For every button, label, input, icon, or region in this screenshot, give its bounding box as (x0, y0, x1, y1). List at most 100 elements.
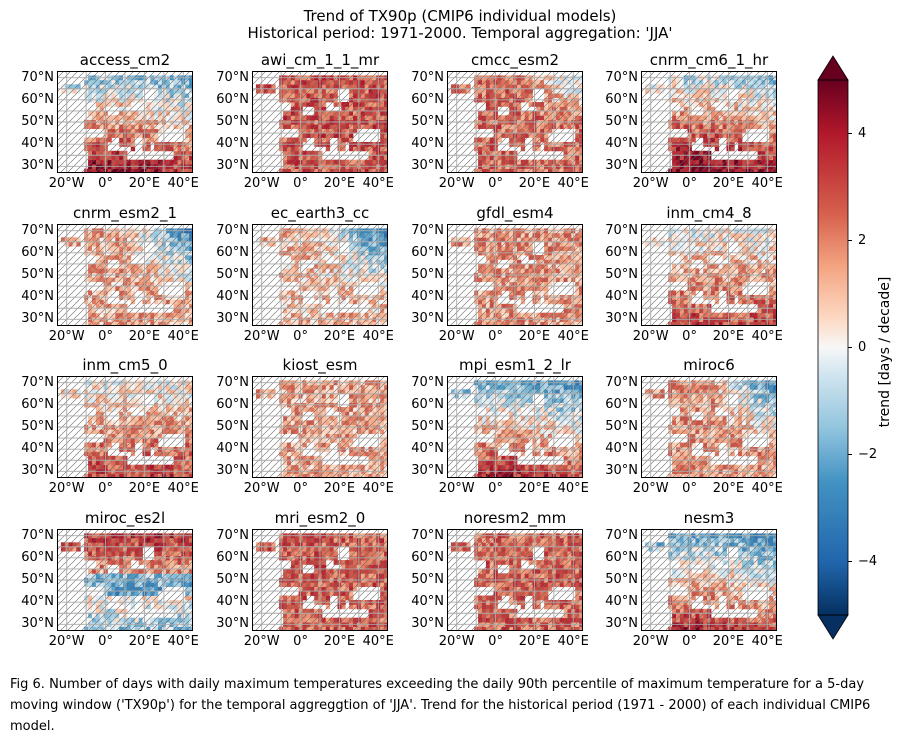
map-panel-cmcc_esm2 (447, 71, 583, 173)
map-frame (447, 224, 583, 326)
map-panel-cnrm_esm2_1 (57, 224, 193, 326)
panel-title: cnrm_esm2_1 (72, 204, 177, 222)
x-tick-label: 40°E (362, 329, 394, 344)
y-tick-label: 70°N (216, 69, 249, 85)
x-tick-label: 40°E (557, 329, 589, 344)
y-tick-label: 40°N (21, 289, 54, 305)
x-tick-label: 40°E (167, 176, 199, 191)
y-tick-label: 70°N (411, 222, 444, 238)
x-tick-label: 20°W (48, 329, 85, 344)
y-tick-label: 30°N (21, 311, 54, 327)
map-frame (641, 224, 777, 326)
y-tick-label: 30°N (605, 158, 638, 174)
x-tick-label: 40°E (167, 481, 199, 496)
x-tick-label: 20°W (632, 329, 669, 344)
y-tick-label: 40°N (216, 136, 249, 152)
y-tick-label: 40°N (21, 136, 54, 152)
x-tick-label: 20°E (128, 176, 161, 191)
map-frame (641, 71, 777, 173)
y-tick-label: 40°N (411, 136, 444, 152)
x-tick-label: 0° (682, 176, 697, 191)
panel-title: inm_cm5_0 (82, 356, 168, 374)
x-tick-label: 20°E (518, 329, 551, 344)
x-tick-label: 20°E (128, 481, 161, 496)
panel-title: gfdl_esm4 (476, 204, 554, 222)
gridlines (57, 224, 193, 326)
gridlines (57, 376, 193, 478)
x-tick-label: 20°E (128, 329, 161, 344)
panel-title: access_cm2 (79, 51, 171, 69)
gridlines (641, 224, 777, 326)
x-tick-label: 20°W (438, 176, 475, 191)
x-tick-label: 20°W (438, 329, 475, 344)
x-tick-label: 0° (98, 176, 113, 191)
y-tick-label: 40°N (411, 289, 444, 305)
figure-subtitle: Historical period: 1971-2000. Temporal a… (247, 24, 673, 42)
x-tick-label: 20°W (48, 481, 85, 496)
x-tick-label: 0° (293, 176, 308, 191)
y-tick-label: 70°N (605, 222, 638, 238)
x-tick-label: 20°E (712, 176, 745, 191)
y-tick-label: 30°N (216, 158, 249, 174)
y-tick-label: 40°N (21, 441, 54, 457)
map-panel-access_cm2 (57, 71, 193, 173)
x-tick-label: 20°E (518, 176, 551, 191)
y-tick-label: 60°N (216, 244, 249, 260)
gridlines (252, 224, 388, 326)
y-tick-label: 60°N (21, 396, 54, 412)
y-tick-label: 30°N (411, 158, 444, 174)
y-tick-label: 50°N (605, 267, 638, 282)
y-tick-label: 50°N (21, 267, 54, 282)
panel-title: cmcc_esm2 (470, 51, 560, 69)
y-tick-label: 50°N (216, 114, 249, 129)
map-frame (252, 71, 388, 173)
x-tick-label: 0° (98, 481, 113, 496)
panel-title: ec_earth3_cc (270, 204, 370, 222)
map-panel-gfdl_esm4 (447, 224, 583, 326)
y-tick-label: 30°N (411, 311, 444, 327)
x-tick-label: 0° (98, 329, 113, 344)
y-tick-label: 70°N (411, 69, 444, 85)
y-tick-label: 30°N (605, 311, 638, 327)
map-panel-inm_cm5_0 (57, 376, 193, 478)
y-tick-label: 50°N (216, 267, 249, 282)
y-tick-label: 30°N (216, 311, 249, 327)
panel-title: awi_cm_1_1_mr (260, 51, 380, 69)
y-tick-label: 60°N (21, 244, 54, 260)
y-tick-label: 30°N (21, 158, 54, 174)
x-tick-label: 40°E (751, 329, 783, 344)
figure-title: Trend of TX90p (CMIP6 individual models) (303, 7, 617, 25)
y-tick-label: 70°N (21, 222, 54, 238)
y-tick-label: 70°N (21, 374, 54, 390)
map-frame (447, 71, 583, 173)
x-tick-label: 20°W (48, 176, 85, 191)
x-tick-label: 40°E (167, 329, 199, 344)
x-tick-label: 20°W (632, 176, 669, 191)
map-frame (57, 376, 193, 478)
map-panel-awi_cm_1_1_mr (252, 71, 388, 173)
gridlines (447, 71, 583, 173)
y-tick-label: 60°N (216, 91, 249, 107)
map-panel-kiost_esm (252, 376, 388, 478)
x-tick-label: 20°E (323, 176, 356, 191)
panel-title: inm_cm4_8 (666, 204, 752, 222)
map-frame (252, 224, 388, 326)
y-tick-label: 60°N (411, 91, 444, 107)
x-tick-label: 0° (488, 329, 503, 344)
x-tick-label: 20°E (712, 329, 745, 344)
y-tick-label: 70°N (21, 69, 54, 85)
y-tick-label: 50°N (411, 267, 444, 282)
y-tick-label: 50°N (21, 419, 54, 434)
y-tick-label: 40°N (216, 289, 249, 305)
y-tick-label: 40°N (605, 289, 638, 305)
gridlines (252, 71, 388, 173)
y-tick-label: 60°N (605, 91, 638, 107)
gridlines (447, 224, 583, 326)
y-tick-label: 70°N (605, 69, 638, 85)
gridlines (57, 71, 193, 173)
y-tick-label: 60°N (21, 91, 54, 107)
y-tick-label: 70°N (216, 222, 249, 238)
x-tick-label: 20°E (323, 329, 356, 344)
x-tick-label: 40°E (751, 176, 783, 191)
x-tick-label: 40°E (362, 176, 394, 191)
